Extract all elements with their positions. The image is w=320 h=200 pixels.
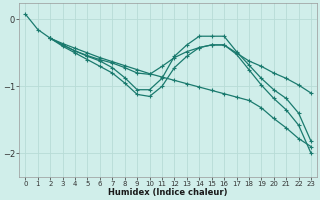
X-axis label: Humidex (Indice chaleur): Humidex (Indice chaleur) xyxy=(108,188,228,197)
